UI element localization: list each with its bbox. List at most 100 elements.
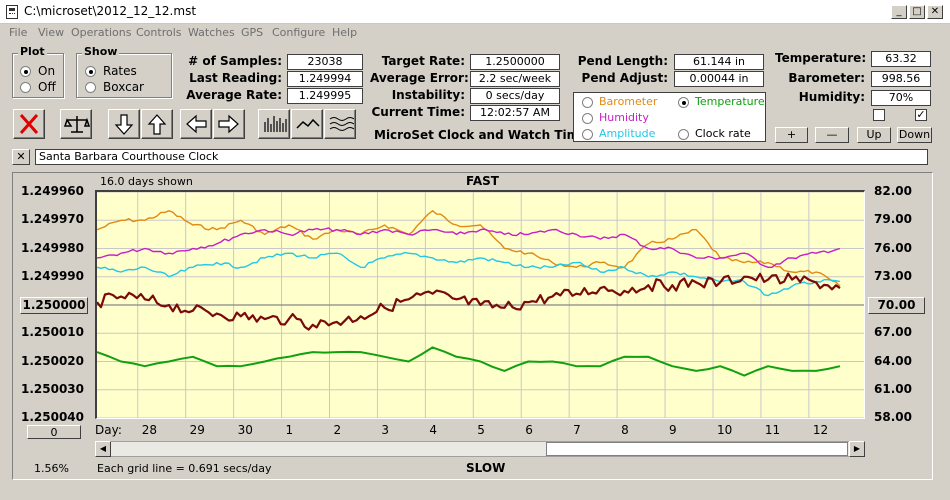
menu-help[interactable]: Help — [332, 26, 358, 39]
maximize-button[interactable]: □ — [909, 5, 925, 19]
temperature-reading-label: Temperature: — [775, 51, 867, 65]
y-left-tick-label: 1.250040 — [20, 410, 84, 424]
scroll-right-arrow[interactable]: ▶ — [849, 441, 865, 457]
y-left-tick-label: 1.249970 — [20, 212, 84, 227]
menu-gps[interactable]: GPS — [241, 26, 264, 39]
x-tick-label: 10 — [716, 423, 733, 437]
app-caption: MicroSet Clock and Watch Timer — [374, 128, 594, 142]
series-line-temperature — [97, 346, 841, 377]
x-tick-label: 7 — [573, 423, 581, 437]
humidity-radio[interactable] — [582, 113, 593, 124]
barometer-reading-field: 998.56 — [871, 71, 931, 87]
y-left-tick-label: 1.250020 — [20, 353, 84, 368]
y-left-tick-label: 1.250030 — [20, 381, 84, 396]
watch-close-button[interactable]: ✕ — [12, 149, 30, 165]
menu-watches[interactable]: Watches — [188, 26, 235, 39]
plot-group-legend: Plot — [18, 45, 47, 58]
menu-configure[interactable]: Configure — [272, 26, 326, 39]
move-down-button[interactable] — [108, 109, 140, 139]
line-plot-button[interactable] — [291, 109, 323, 139]
target-rate-field[interactable]: 1.2500000 — [470, 54, 560, 70]
move-up-button[interactable] — [141, 109, 173, 139]
title-bar[interactable]: C:\microset\2012_12_12.mst _ □ ✕ — [0, 0, 950, 24]
close-button[interactable]: ✕ — [927, 5, 943, 19]
balance-scale-icon — [64, 116, 90, 133]
x-tick-label: 30 — [237, 423, 253, 437]
x-tick-label: 29 — [189, 423, 205, 437]
percent-label: 1.56% — [34, 462, 69, 475]
x-tick-label: 12 — [812, 423, 829, 437]
red-x-icon — [19, 114, 39, 134]
average-error-field: 2.2 sec/week — [470, 71, 560, 87]
series-line-clockrate — [97, 272, 841, 331]
amplitude-label: Amplitude — [599, 127, 656, 140]
x-tick-label: 1 — [285, 423, 294, 437]
wave-lines-icon — [329, 117, 354, 131]
stop-button[interactable] — [13, 109, 45, 139]
scroll-left-button[interactable] — [180, 109, 212, 139]
scale-up-button[interactable]: Up — [857, 127, 891, 143]
arrow-down-icon — [114, 114, 134, 135]
watch-name-field[interactable]: Santa Barbara Courthouse Clock — [35, 149, 928, 165]
amplitude-radio[interactable] — [582, 129, 593, 140]
day-axis-label: Day: — [95, 423, 122, 437]
scrollbar-thumb[interactable] — [546, 442, 848, 456]
pend-adjust-label: Pend Adjust: — [581, 71, 668, 85]
pend-adjust-field[interactable]: 0.00044 in — [674, 71, 764, 87]
scale-minus-button[interactable]: — — [815, 127, 849, 143]
menu-controls[interactable]: Controls — [136, 26, 182, 39]
days-shown-label: 16.0 days shown — [100, 175, 193, 188]
plot-on-label: On — [38, 64, 56, 78]
current-time-label: Current Time: — [371, 105, 465, 119]
series-line-amplitude — [97, 251, 841, 297]
balance-button[interactable] — [60, 109, 92, 139]
histogram-button[interactable] — [258, 109, 290, 139]
series-line-humidity — [97, 227, 841, 268]
barometer-radio[interactable] — [582, 97, 593, 108]
multi-line-button[interactable] — [324, 109, 356, 139]
clock-rate-radio[interactable] — [678, 129, 689, 140]
center-aux-button[interactable]: 70.00 — [868, 297, 925, 314]
show-rates-radio[interactable] — [85, 66, 96, 77]
app-icon[interactable] — [6, 5, 18, 19]
plot-off-label: Off — [38, 80, 56, 94]
y-right-tick-label: 79.00 — [874, 212, 912, 227]
aux-checkbox-1[interactable] — [873, 109, 885, 121]
y-right-tick-label: 82.00 — [874, 184, 912, 198]
x-tick-label: 3 — [381, 423, 390, 437]
plot-off-radio[interactable] — [20, 82, 31, 93]
rate-chart — [97, 192, 864, 418]
scale-down-button[interactable]: Down — [897, 127, 932, 143]
series-line-barometer — [97, 210, 841, 287]
scroll-right-button[interactable] — [213, 109, 245, 139]
pend-length-field[interactable]: 61.144 in — [674, 54, 764, 70]
aux-checkbox-2[interactable]: ✓ — [915, 108, 927, 121]
last-reading-label: Last Reading: — [189, 71, 282, 85]
scale-plus-button[interactable]: + — [775, 127, 808, 143]
humidity-label: Humidity — [599, 111, 649, 124]
barometer-reading-label: Barometer: — [788, 71, 865, 85]
x-tick-label: 28 — [141, 423, 158, 437]
pend-length-label: Pend Length: — [577, 54, 668, 68]
plot-on-radio[interactable] — [20, 66, 31, 77]
menu-file[interactable]: File — [9, 26, 28, 39]
scroll-left-arrow[interactable]: ◀ — [95, 441, 111, 457]
show-boxcar-label: Boxcar — [103, 80, 144, 94]
y-left-tick-label: 1.249960 — [20, 184, 84, 198]
x-tick-label: 11 — [764, 423, 781, 437]
samples-label: # of Samples: — [188, 54, 282, 68]
samples-field: 23038 — [287, 54, 363, 70]
menu-view[interactable]: View — [38, 26, 65, 39]
show-boxcar-radio[interactable] — [85, 82, 96, 93]
y-right-tick-label: 58.00 — [874, 410, 912, 424]
center-rate-button[interactable]: 1.250000 — [20, 297, 88, 314]
y-left-tick-label: 1.250010 — [20, 325, 84, 340]
zero-button[interactable]: 0 — [27, 425, 81, 439]
temperature-radio[interactable] — [678, 97, 689, 108]
menu-operations[interactable]: Operations — [71, 26, 132, 39]
minimize-button[interactable]: _ — [891, 5, 907, 19]
arrow-up-icon — [147, 114, 167, 135]
chart-frame — [12, 172, 933, 480]
x-tick-label: 9 — [669, 423, 677, 437]
temperature-label: Temperature — [695, 95, 765, 108]
